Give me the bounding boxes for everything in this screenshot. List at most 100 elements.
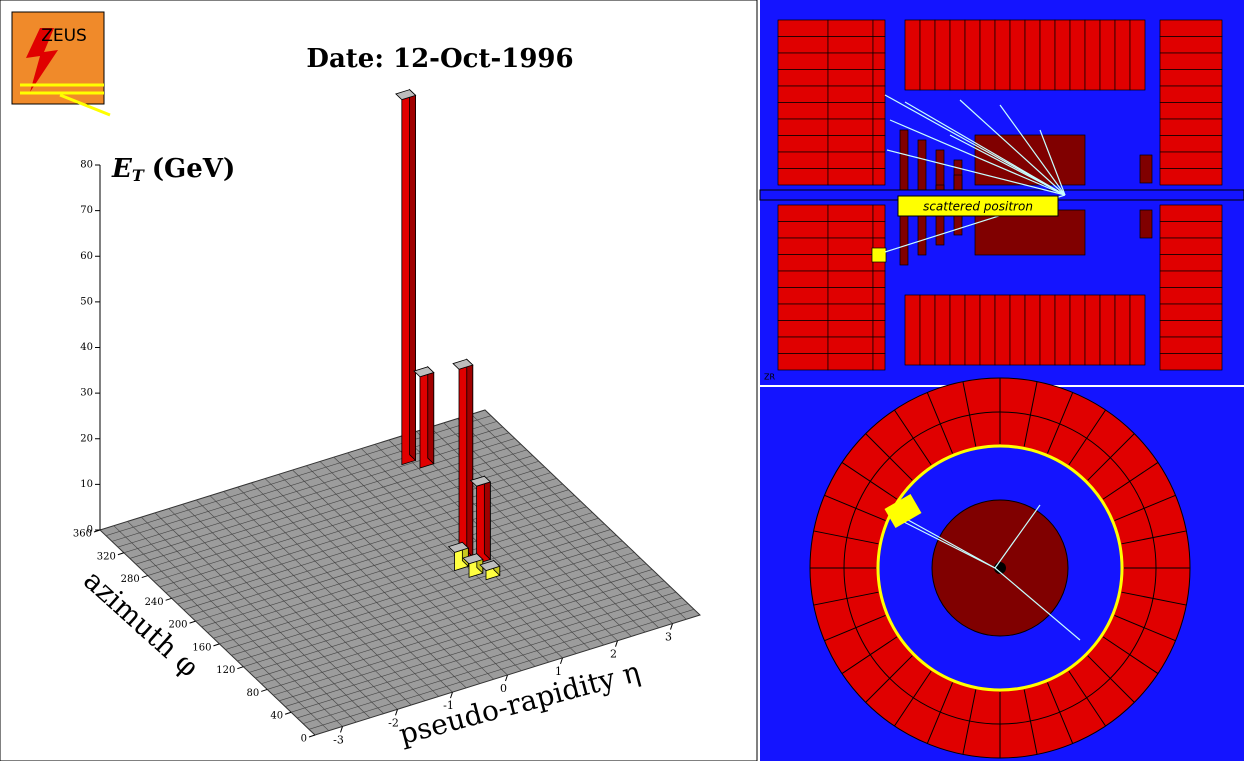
cell <box>872 36 886 54</box>
cell <box>872 320 886 338</box>
eta-tick-label: -2 <box>388 716 399 729</box>
logo-text: ZEUS <box>41 26 87 46</box>
cell <box>872 151 886 169</box>
segment <box>1121 591 1187 606</box>
tower <box>479 559 501 581</box>
floor-grid <box>189 495 575 616</box>
segment <box>841 636 898 674</box>
eta-tick-label: 1 <box>555 665 562 678</box>
mid-ring <box>843 411 1157 725</box>
cell <box>1159 102 1223 120</box>
cell <box>934 19 951 91</box>
floor-grid <box>267 569 653 690</box>
cell <box>1159 135 1223 153</box>
phi-tick-label: 200 <box>168 620 187 631</box>
tower-top <box>469 475 492 487</box>
phi-tick <box>93 529 101 533</box>
floor-grid <box>135 443 521 565</box>
annotation: scattered positron <box>923 200 1033 214</box>
floor-grid <box>249 552 635 673</box>
cell <box>827 168 874 186</box>
cell <box>827 69 874 87</box>
cell <box>1114 294 1131 366</box>
cell <box>994 294 1011 366</box>
tower-side <box>427 365 435 465</box>
cell <box>827 287 874 305</box>
segment <box>926 392 954 454</box>
track <box>899 519 996 569</box>
segment <box>962 381 977 447</box>
cell <box>777 270 829 288</box>
cell <box>1159 85 1223 103</box>
tower <box>395 88 417 466</box>
cell <box>827 19 874 37</box>
cell <box>827 135 874 153</box>
segment <box>1102 462 1159 500</box>
eta-tick <box>670 623 673 630</box>
track <box>886 149 1066 196</box>
eta-tick-label: 2 <box>610 648 617 661</box>
cell <box>1159 36 1223 54</box>
cell <box>872 221 886 239</box>
track <box>994 567 1081 641</box>
floor-grid <box>123 432 509 554</box>
cell <box>827 85 874 103</box>
tower-top <box>395 89 417 101</box>
segment <box>894 670 932 727</box>
phi-tick-label: 0 <box>301 734 307 745</box>
segment <box>865 433 913 481</box>
cell <box>1139 209 1153 239</box>
cell <box>777 69 829 87</box>
cell <box>1159 151 1223 169</box>
cell <box>871 247 887 263</box>
phi-tick-label: 120 <box>216 665 235 676</box>
cell <box>777 254 829 272</box>
tower <box>452 358 474 562</box>
cell <box>1084 294 1101 366</box>
cell <box>1129 294 1146 366</box>
cell <box>1039 294 1056 366</box>
phi-tick <box>284 711 292 715</box>
phi-tick <box>237 666 244 670</box>
eta-tick-label: -3 <box>333 733 344 746</box>
cell <box>964 294 981 366</box>
cell <box>872 353 886 371</box>
phi-tick <box>141 575 148 579</box>
phi-tick <box>308 734 316 738</box>
cell <box>777 118 829 136</box>
eta-tick-label: 3 <box>665 631 672 644</box>
cell <box>872 102 886 120</box>
segment <box>1068 670 1106 727</box>
floor-grid <box>243 546 629 667</box>
annotation-box <box>897 195 1059 217</box>
cell <box>777 221 829 239</box>
segment <box>1023 689 1038 755</box>
floor-grid <box>308 609 695 730</box>
cell <box>777 19 829 37</box>
floor-grid <box>285 586 671 707</box>
cell <box>827 204 874 222</box>
cell <box>979 19 996 91</box>
side-view-detector <box>759 19 1244 371</box>
cell <box>1024 294 1041 366</box>
phi-tick-label: 40 <box>270 711 283 722</box>
cell <box>872 336 886 354</box>
cell <box>1159 270 1223 288</box>
tower <box>469 475 492 565</box>
cell <box>777 102 829 120</box>
floor-grid <box>296 597 683 719</box>
cell <box>1114 19 1131 91</box>
segment <box>1046 682 1074 744</box>
cell <box>872 204 886 222</box>
segment <box>1087 655 1135 703</box>
phi-tick-label: 280 <box>121 574 140 585</box>
cell <box>899 129 909 191</box>
z-tick-label: 70 <box>80 205 93 216</box>
cell <box>777 353 829 371</box>
tower-side <box>466 358 474 558</box>
cell <box>1159 204 1223 222</box>
segment <box>1068 409 1106 466</box>
eta-tick <box>505 674 508 682</box>
floor-grid <box>302 603 689 724</box>
